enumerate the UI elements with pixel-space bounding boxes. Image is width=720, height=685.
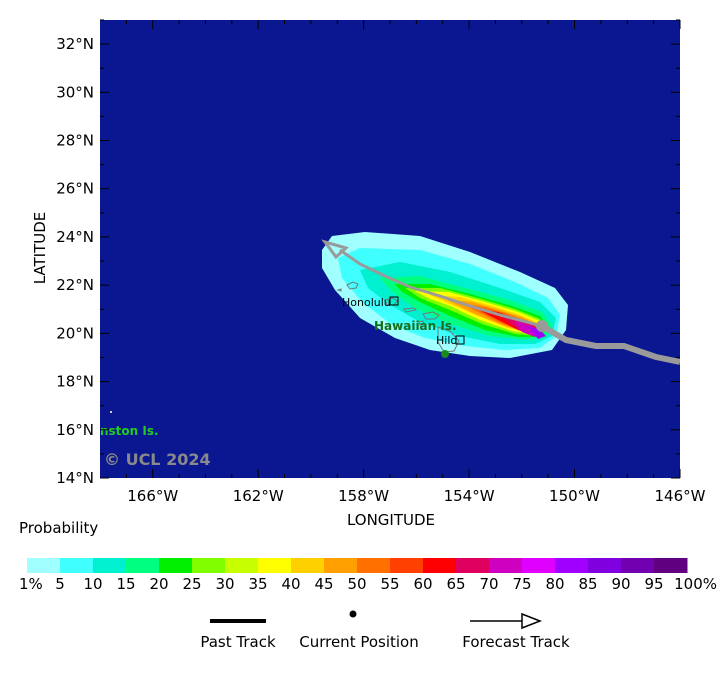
maui-island — [422, 311, 440, 320]
colorbar-swatch — [291, 558, 325, 573]
hilo-label: Hilo — [436, 334, 457, 347]
colorbar-tick-label: 60 — [413, 575, 432, 593]
colorbar-swatch — [93, 558, 127, 573]
lat-tick-label: 24°N — [56, 228, 94, 246]
colorbar-tick-label: 40 — [281, 575, 300, 593]
colorbar-tick-label: 85 — [578, 575, 597, 593]
honolulu-marker-icon — [389, 296, 399, 306]
colorbar-tick-label: 90 — [611, 575, 630, 593]
lat-tick-label: 28°N — [56, 132, 94, 150]
lon-tick-label: 162°W — [233, 487, 284, 505]
lat-tick-label: 22°N — [56, 276, 94, 294]
hawaiian-islands-label: Hawaiian Is. — [374, 319, 457, 333]
past-track-legend-label: Past Track — [200, 633, 276, 651]
colorbar-tick-label: 100% — [674, 575, 717, 593]
lon-tick-label: 150°W — [549, 487, 600, 505]
colorbar-tick-label: 20 — [149, 575, 168, 593]
copyright-watermark: © UCL 2024 — [104, 450, 211, 469]
colorbar-tick-label: 70 — [479, 575, 498, 593]
colorbar-tick-label: 30 — [215, 575, 234, 593]
colorbar-tick-label: 1% — [19, 575, 43, 593]
axis-ticks — [100, 19, 681, 479]
colorbar-swatch — [324, 558, 358, 573]
colorbar-swatch — [654, 558, 688, 573]
colorbar-tick-label: 10 — [83, 575, 102, 593]
colorbar-swatch — [423, 558, 457, 573]
probability-colorbar — [27, 558, 688, 573]
hawaiian-islands-outline — [336, 281, 460, 353]
axis-tick-labels: 166°W 162°W 158°W 154°W 150°W 146°W 32°N 30°N 28… — [56, 35, 705, 505]
lon-tick-label: 166°W — [127, 487, 178, 505]
lat-tick-label: 32°N — [56, 35, 94, 53]
lon-tick-label: 154°W — [444, 487, 495, 505]
colorbar-swatch — [357, 558, 391, 573]
legend-title: Probability — [19, 519, 98, 537]
colorbar-swatch — [390, 558, 424, 573]
current-position-marker — [536, 320, 548, 332]
colorbar-swatch — [489, 558, 523, 573]
lon-tick-label: 146°W — [655, 487, 706, 505]
colorbar-swatch — [225, 558, 259, 573]
current-position-legend-label: Current Position — [299, 633, 419, 651]
lon-tick-label: 158°W — [338, 487, 389, 505]
colorbar-tick-label: 55 — [380, 575, 399, 593]
green-marker-icon — [441, 350, 449, 358]
lat-tick-label: 26°N — [56, 180, 94, 198]
colorbar-tick-label: 65 — [446, 575, 465, 593]
colorbar-tick-label: 25 — [182, 575, 201, 593]
forecast-track-line — [339, 248, 543, 328]
kahoolawe-island — [418, 320, 425, 326]
molokai-island — [403, 307, 418, 313]
colorbar-swatch — [60, 558, 94, 573]
forecast-track-legend-arrow-icon — [521, 612, 543, 630]
colorbar-tick-label: 45 — [314, 575, 333, 593]
colorbar-swatch — [621, 558, 655, 573]
colorbar-swatch — [588, 558, 622, 573]
colorbar-labels: 1% 5 10 15 20 25 30 35 40 45 50 55 60 65 70 75 80 85 90 95 1… — [19, 575, 717, 593]
kauai-island — [346, 281, 359, 290]
lat-tick-label: 14°N — [56, 469, 94, 487]
colorbar-swatch — [27, 558, 61, 573]
colorbar-swatch — [192, 558, 226, 573]
honolulu-label: Honolulu — [342, 296, 391, 309]
colorbar-swatch — [159, 558, 193, 573]
lat-tick-label: 18°N — [56, 373, 94, 391]
oahu-island — [384, 297, 398, 306]
past-track-line — [540, 323, 680, 365]
forecast-track-legend-label: Forecast Track — [462, 633, 570, 651]
forecast-arrowhead-icon — [321, 239, 350, 260]
colorbar-swatch — [522, 558, 556, 573]
colorbar-swatch — [456, 558, 490, 573]
lat-tick-label: 20°N — [56, 324, 94, 342]
colorbar-tick-label: 15 — [116, 575, 135, 593]
colorbar-tick-label: 35 — [248, 575, 267, 593]
colorbar-tick-label: 5 — [55, 575, 65, 593]
hilo-marker-icon — [455, 335, 465, 345]
colorbar-swatch — [126, 558, 160, 573]
lat-tick-label: 16°N — [56, 421, 94, 439]
johnston-island-label: nston Is. — [100, 424, 159, 438]
big-island — [437, 326, 460, 353]
colorbar-swatch — [555, 558, 589, 573]
colorbar-tick-label: 95 — [644, 575, 663, 593]
colorbar-tick-label: 80 — [545, 575, 564, 593]
johnston-island-dot — [110, 411, 112, 413]
current-position-legend-symbol — [349, 610, 357, 618]
x-axis-label: LONGITUDE — [347, 511, 435, 529]
colorbar-swatch — [258, 558, 292, 573]
lat-tick-label: 30°N — [56, 83, 94, 101]
colorbar-tick-label: 75 — [512, 575, 531, 593]
colorbar-tick-label: 50 — [347, 575, 366, 593]
y-axis-label: LATITUDE — [31, 212, 49, 285]
